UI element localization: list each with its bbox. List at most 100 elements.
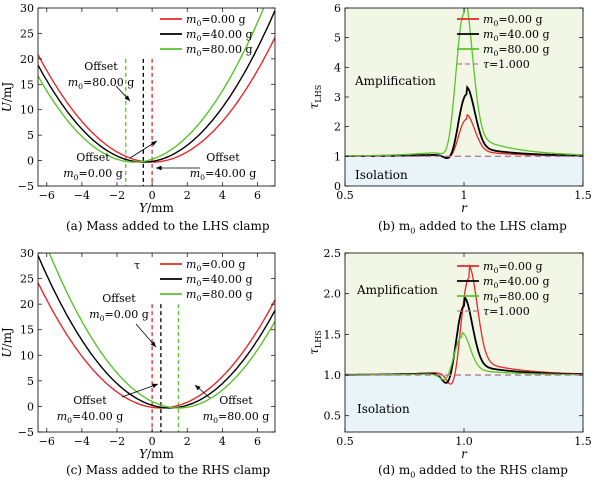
x-tick-label: −6 [39, 435, 55, 448]
x-axis-label: r [461, 201, 468, 215]
plot-area [38, 8, 275, 186]
annotation-offset-0-title: Offset [102, 292, 136, 305]
y-tick-label: 30 [20, 247, 34, 260]
y-tick-label: −5 [18, 426, 34, 439]
y-axis-label: U/mJ [0, 82, 14, 113]
legend-label: m0=0.00 g [483, 260, 543, 275]
y-tick-label: 5 [334, 32, 341, 45]
amplification-label: Amplification [354, 74, 436, 88]
annotation-offset-80-title: Offset [84, 60, 118, 73]
x-tick-label: −6 [39, 189, 55, 202]
y-tick-label: 25 [20, 27, 34, 40]
caption-b-rest: added to the LHS clamp [415, 219, 567, 233]
y-tick-label: 30 [20, 2, 34, 15]
x-axis-label: Y/mm [139, 201, 174, 215]
y-tick-label: 0 [27, 400, 34, 413]
x-tick-label: −4 [74, 435, 90, 448]
series-curve [48, 253, 275, 409]
x-tick-label: −4 [74, 189, 90, 202]
x-tick-label: −2 [109, 189, 125, 202]
y-tick-label: 10 [20, 104, 34, 117]
caption-d: (d) m0 added to the RHS clamp [378, 463, 568, 479]
legend-label: m0=40.00 g [483, 275, 550, 290]
arrow-offset-80-head [124, 95, 130, 101]
x-tick-label: 1.5 [574, 435, 592, 448]
y-tick-label: 2.0 [324, 288, 342, 301]
caption-b: (b) m0 added to the LHS clamp [378, 219, 567, 235]
annotation-offset-80-value: m0=80.00 g [68, 76, 135, 91]
legend-label: m0=0.00 g [186, 13, 246, 28]
series-curve [38, 37, 275, 163]
y-tick-label: 5 [27, 375, 34, 388]
arrow-offset-0-head [151, 141, 157, 146]
isolation-label: Isolation [357, 402, 410, 416]
annotation-offset-80-value: m0=80.00 g [203, 410, 270, 425]
arrow-offset-40-head [156, 165, 162, 171]
annotation-offset-40-title: Offset [206, 151, 240, 164]
annotation-offset-40-value: m0=40.00 g [190, 167, 257, 182]
y-tick-label: 5 [27, 129, 34, 142]
legend-label: m0=40.00 g [483, 28, 550, 43]
x-tick-label: 1.0 [455, 435, 473, 448]
x-tick-label: 2 [184, 189, 191, 202]
legend-label: m0=40.00 g [186, 273, 253, 288]
chart-d: 0.5 1.0 1.5 0.5 1.0 1.5 2.0 2.5 r τLHS Amplificati… [307, 247, 592, 461]
x-tick-label: 6 [254, 189, 261, 202]
annotation-offset-80-title: Offset [219, 394, 253, 407]
chart-b: 0.5 1 1.5 0 1 2 3 4 5 6 r τLHS Amplification Isolatio… [307, 2, 592, 215]
y-tick-label: 1 [334, 150, 341, 163]
stray-tau-label: τ [134, 259, 140, 272]
x-tick-label: 2 [184, 435, 191, 448]
caption-c: (c) Mass added to the RHS clamp [66, 463, 271, 477]
isolation-region [345, 156, 583, 186]
plot-area [345, 264, 583, 385]
y-tick-label: 0 [27, 155, 34, 168]
y-tick-label: 15 [20, 324, 34, 337]
plot-frame [37, 252, 276, 433]
caption-d-prefix: (d) m [378, 463, 411, 477]
x-tick-label: 0.5 [336, 435, 354, 448]
legend-label: m0=80.00 g [483, 290, 550, 305]
isolation-region [345, 375, 583, 432]
x-tick-label: 1 [461, 189, 468, 202]
y-tick-label: 4 [334, 61, 341, 74]
legend-label: m0=0.00 g [186, 258, 246, 273]
y-tick-label: 15 [20, 78, 34, 91]
series-curve [38, 255, 275, 409]
plot-area [38, 253, 275, 432]
y-tick-label: 3 [334, 91, 341, 104]
annotation-offset-0-title: Offset [76, 151, 110, 164]
y-tick-label: −5 [18, 180, 34, 193]
y-axis-label: U/mJ [0, 327, 14, 358]
legend-label: τ=1.000 [483, 58, 530, 71]
legend-label: m0=80.00 g [483, 43, 550, 58]
series-curve [38, 10, 275, 163]
y-axis-label: τLHS [307, 330, 323, 354]
y-tick-label: 0 [334, 180, 341, 193]
legend-label: τ=1.000 [483, 305, 530, 318]
y-tick-label: 1.5 [324, 328, 342, 341]
annotation-offset-40-title: Offset [73, 394, 107, 407]
y-tick-label: 20 [20, 298, 34, 311]
x-tick-label: −2 [109, 435, 125, 448]
legend-label: m0=80.00 g [186, 288, 253, 303]
amplification-region [345, 253, 583, 376]
x-tick-label: 1.5 [574, 189, 592, 202]
y-tick-label: 1.0 [324, 369, 342, 382]
chart-c: −6 −4 −2 0 2 4 6 −5 0 5 10 15 20 25 30 Y/mm U/mJ m0=0.00 … [0, 247, 276, 461]
isolation-label: Isolation [355, 168, 408, 182]
series-curve [345, 331, 583, 381]
caption-b-prefix: (b) m [378, 219, 411, 233]
legend-label: m0=80.00 g [186, 43, 253, 58]
caption-a: (a) Mass added to the LHS clamp [66, 219, 270, 233]
arrow-offset-80-head [195, 385, 201, 391]
x-tick-label: 4 [219, 435, 226, 448]
amplification-label: Amplification [356, 283, 438, 297]
chart-a: −6 −4 −2 0 2 4 6 −5 0 5 10 15 20 25 30 Y/mm U/mJ m0=0.00 … [0, 2, 276, 215]
y-tick-label: 20 [20, 53, 34, 66]
caption-d-rest: added to the RHS clamp [415, 463, 568, 477]
series-curve [345, 8, 583, 157]
y-tick-label: 25 [20, 273, 34, 286]
legend-label: m0=40.00 g [186, 28, 253, 43]
series-curve [38, 282, 275, 409]
